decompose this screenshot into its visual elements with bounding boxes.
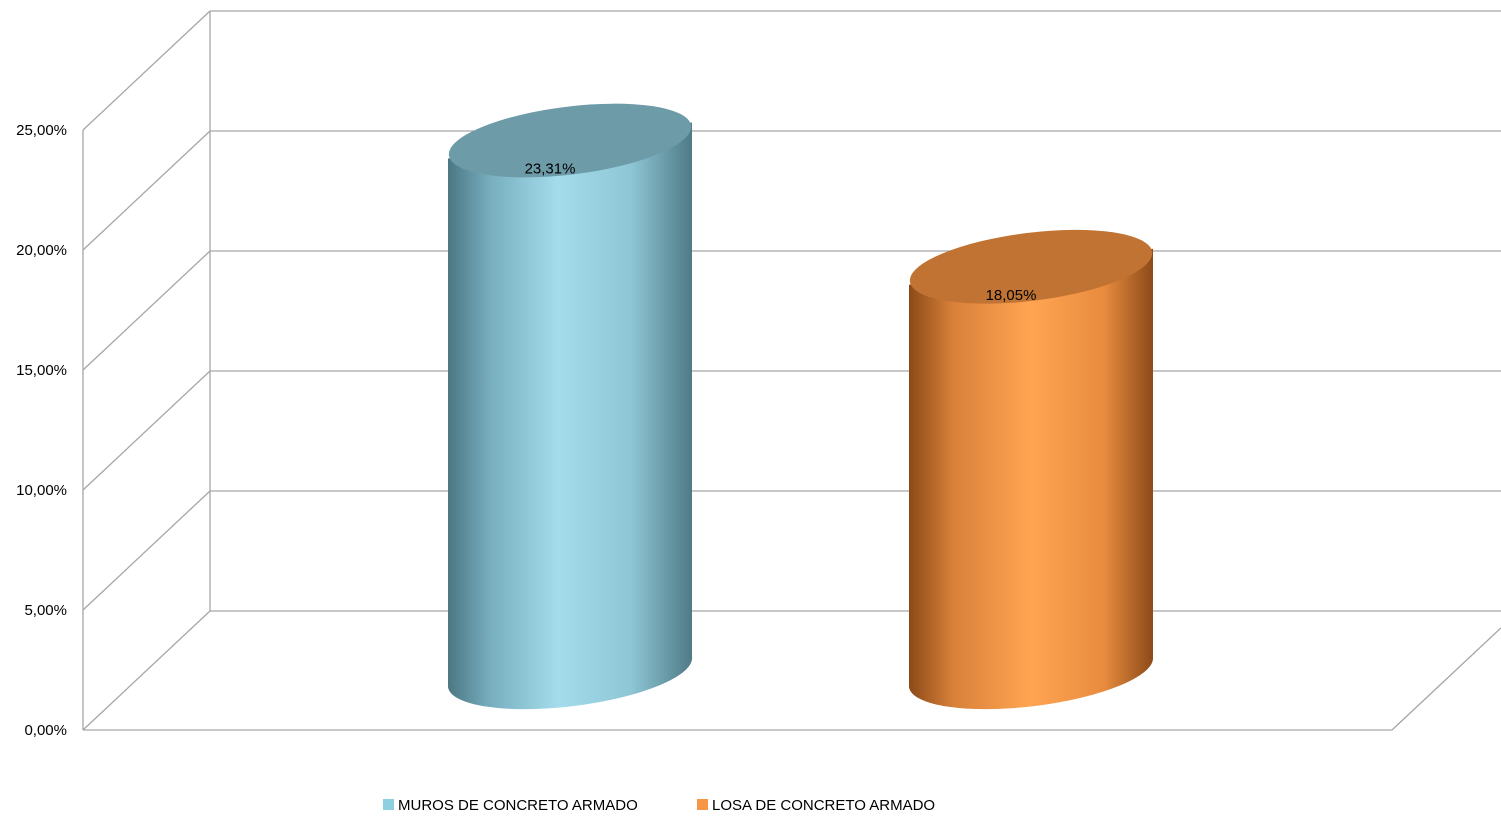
data-label: 18,05%: [986, 287, 1037, 304]
y-tick-label: 15,00%: [16, 362, 67, 379]
cylinder-body: [909, 248, 1154, 710]
side-wall-line: [82, 250, 211, 371]
side-wall-line: [82, 130, 211, 251]
y-tick-label: 20,00%: [16, 242, 67, 259]
y-tick-label: 10,00%: [16, 482, 67, 499]
gridlines: [82, 10, 1501, 731]
cylinder-bar: [448, 103, 693, 710]
legend-swatch: [383, 799, 394, 810]
data-label: 23,31%: [525, 161, 576, 178]
side-wall-line: [82, 610, 211, 731]
side-wall-line: [82, 370, 211, 491]
legend-item: MUROS DE CONCRETO ARMADO: [383, 797, 638, 814]
cylinder-body: [448, 122, 693, 710]
bars: [448, 103, 1154, 710]
y-tick-label: 5,00%: [24, 602, 67, 619]
side-wall-line: [82, 10, 211, 131]
side-wall-line: [82, 490, 211, 611]
y-tick-label: 25,00%: [16, 122, 67, 139]
floor-right-edge: [1391, 627, 1501, 731]
data-labels: 23,31% 18,05%: [525, 161, 1037, 304]
legend-label: LOSA DE CONCRETO ARMADO: [712, 797, 935, 814]
legend-item: LOSA DE CONCRETO ARMADO: [697, 797, 935, 814]
legend-label: MUROS DE CONCRETO ARMADO: [398, 797, 638, 814]
cylinder-top: [909, 229, 1153, 304]
cylinder-top: [448, 103, 692, 178]
y-tick-label: 0,00%: [24, 722, 67, 739]
legend-swatch: [697, 799, 708, 810]
legend: MUROS DE CONCRETO ARMADO LOSA DE CONCRETO…: [383, 797, 935, 814]
cylinder-bar: [909, 229, 1154, 710]
y-axis-ticks: 0,00% 5,00% 10,00% 15,00% 20,00% 25,00%: [16, 122, 67, 739]
